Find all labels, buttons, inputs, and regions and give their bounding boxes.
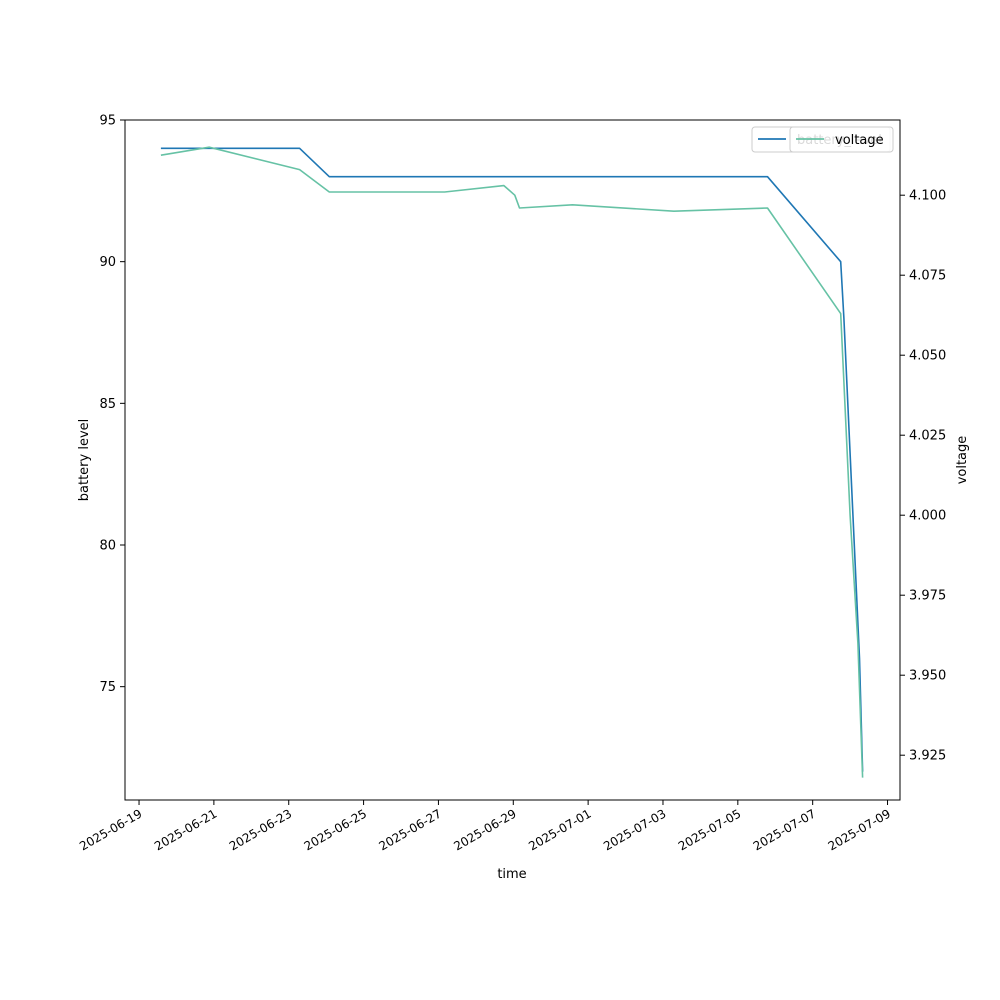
x-tick-label: 2025-06-21 bbox=[152, 806, 219, 853]
legend-voltage: voltage bbox=[789, 126, 894, 153]
axes-frame bbox=[124, 119, 901, 801]
x-axis: 2025-06-19 2025-06-21 2025-06-23 2025-06-25… bbox=[77, 800, 893, 853]
y-right-tick-label: 3.950 bbox=[909, 669, 946, 684]
y-right-tick-label: 4.000 bbox=[909, 509, 946, 524]
y-right-axis-label: voltage bbox=[955, 436, 970, 485]
x-tick-label: 2025-07-05 bbox=[676, 806, 743, 853]
x-tick-label: 2025-07-01 bbox=[526, 806, 593, 853]
y-right-tick-label: 4.050 bbox=[909, 349, 946, 364]
x-tick-label: 2025-06-25 bbox=[302, 806, 369, 853]
x-tick-label: 2025-06-23 bbox=[227, 806, 294, 853]
y-left-axis: 75 80 85 90 95 bbox=[99, 114, 125, 695]
x-tick-label: 2025-06-29 bbox=[451, 806, 518, 853]
y-right-tick-label: 3.975 bbox=[909, 589, 946, 604]
y-right-tick-label: 4.075 bbox=[909, 269, 946, 284]
y-left-tick-label: 90 bbox=[99, 255, 116, 270]
y-right-tick-label: 3.925 bbox=[909, 749, 946, 764]
y-right-tick-label: 4.025 bbox=[909, 429, 946, 444]
y-right-tick-label: 4.100 bbox=[909, 189, 946, 204]
y-left-tick-label: 80 bbox=[99, 539, 116, 554]
x-axis-label: time bbox=[497, 867, 526, 882]
y-left-axis-label: battery level bbox=[77, 419, 92, 502]
legend-label: voltage bbox=[835, 133, 884, 148]
legend-box bbox=[789, 126, 894, 153]
y-right-axis: 3.925 3.950 3.975 4.000 4.025 4.050 4.075 4.100 bbox=[900, 189, 946, 764]
plot-lines bbox=[160, 146, 864, 778]
y-left-tick-label: 85 bbox=[99, 397, 116, 412]
x-tick-label: 2025-07-09 bbox=[826, 806, 893, 853]
series-line-battery-level bbox=[160, 147, 864, 772]
x-tick-label: 2025-07-03 bbox=[601, 806, 668, 853]
x-tick-label: 2025-07-07 bbox=[751, 806, 818, 853]
x-tick-label: 2025-06-27 bbox=[377, 806, 444, 853]
x-tick-label: 2025-06-19 bbox=[77, 806, 144, 853]
series-line-voltage bbox=[160, 146, 864, 778]
y-left-tick-label: 95 bbox=[99, 114, 116, 129]
y-left-tick-label: 75 bbox=[99, 680, 116, 695]
